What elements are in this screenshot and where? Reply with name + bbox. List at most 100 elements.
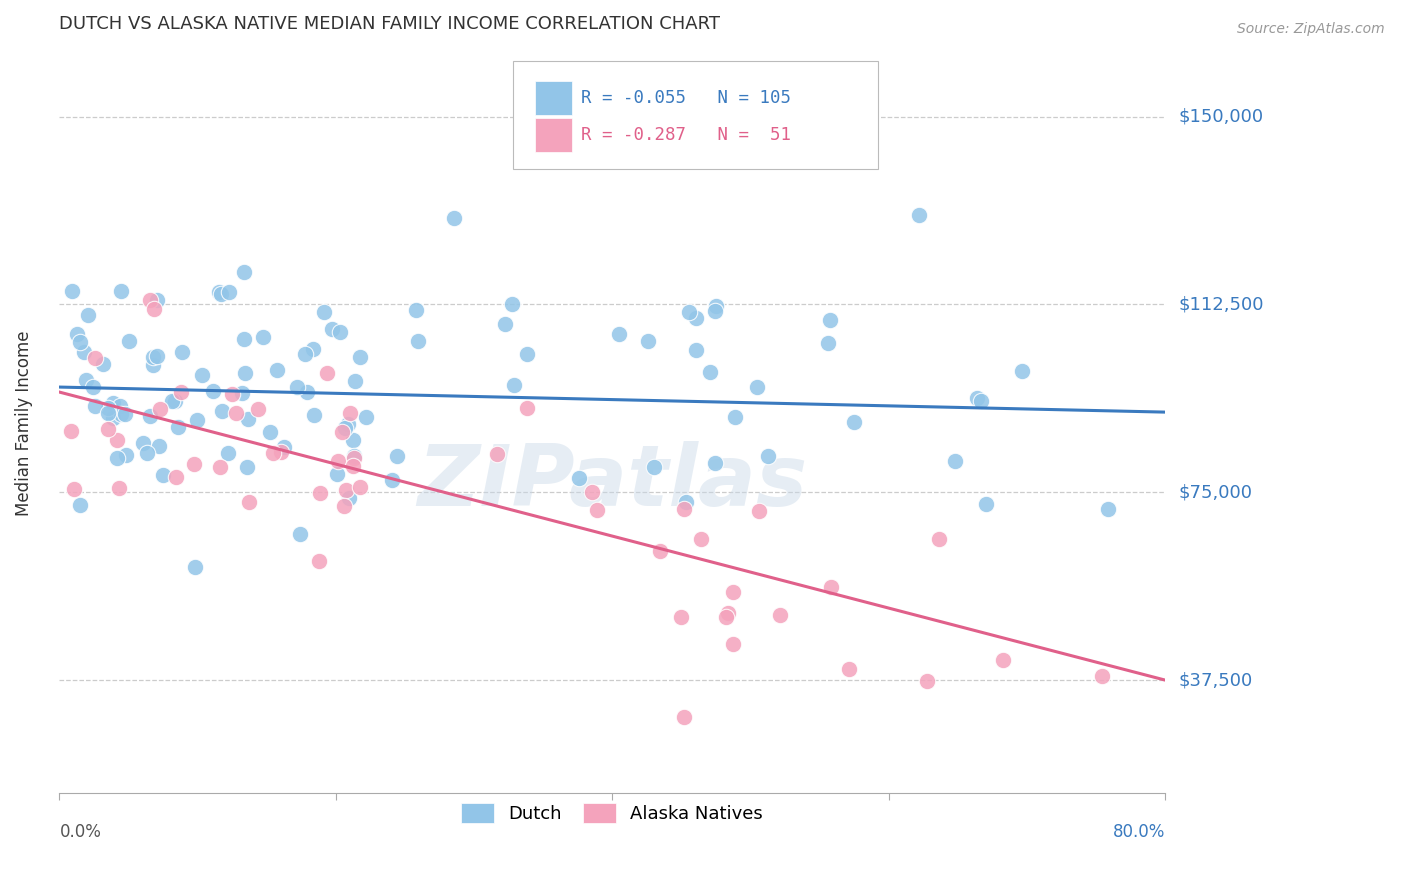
Point <box>233 332 256 346</box>
Point <box>101 411 124 425</box>
Point <box>838 663 860 677</box>
Point <box>217 446 239 460</box>
Point <box>908 208 931 222</box>
Point <box>928 533 950 547</box>
Point <box>294 346 316 360</box>
Point <box>406 334 429 349</box>
Point <box>149 402 172 417</box>
Point <box>105 433 128 447</box>
Point <box>110 407 132 421</box>
Point <box>308 554 330 568</box>
Point <box>516 347 538 361</box>
Point <box>84 351 107 365</box>
Point <box>748 504 770 518</box>
Point <box>349 480 371 494</box>
Point <box>716 610 738 624</box>
Point <box>349 350 371 364</box>
Point <box>339 406 361 420</box>
Point <box>335 421 357 435</box>
Point <box>486 447 509 461</box>
Point <box>110 284 132 298</box>
Text: $150,000: $150,000 <box>1180 108 1264 126</box>
Point <box>266 363 288 377</box>
Point <box>259 425 281 439</box>
Point <box>915 673 938 688</box>
Point <box>721 584 744 599</box>
Point <box>675 495 697 509</box>
Point <box>820 580 842 594</box>
Point <box>209 286 232 301</box>
Y-axis label: Median Family Income: Median Family Income <box>15 331 32 516</box>
Point <box>162 393 184 408</box>
Point <box>82 380 104 394</box>
Point <box>262 446 284 460</box>
Point <box>247 402 270 417</box>
Point <box>97 421 120 435</box>
Point <box>139 409 162 424</box>
Point <box>170 345 193 359</box>
Point <box>142 351 165 365</box>
Point <box>312 305 335 319</box>
Point <box>288 527 311 541</box>
Point <box>699 365 721 379</box>
Text: $75,000: $75,000 <box>1180 483 1253 501</box>
Point <box>221 387 243 401</box>
Text: DUTCH VS ALASKA NATIVE MEDIAN FAMILY INCOME CORRELATION CHART: DUTCH VS ALASKA NATIVE MEDIAN FAMILY INC… <box>59 15 720 33</box>
Point <box>236 459 259 474</box>
Point <box>110 400 132 414</box>
Point <box>643 460 665 475</box>
Point <box>273 441 295 455</box>
Point <box>443 211 465 225</box>
Point <box>405 302 427 317</box>
Point <box>69 334 91 349</box>
Point <box>75 374 97 388</box>
Point <box>105 450 128 465</box>
Point <box>581 485 603 500</box>
Point <box>672 501 695 516</box>
Point <box>145 293 167 307</box>
Point <box>252 330 274 344</box>
Point <box>769 608 792 623</box>
Point <box>568 471 591 485</box>
Point <box>648 544 671 558</box>
Point <box>302 408 325 422</box>
Point <box>136 446 159 460</box>
Text: R = -0.055   N = 105: R = -0.055 N = 105 <box>581 88 792 106</box>
Point <box>65 326 87 341</box>
Point <box>335 483 357 498</box>
Point <box>716 606 738 620</box>
Point <box>342 433 364 447</box>
Point <box>108 481 131 495</box>
FancyBboxPatch shape <box>534 80 572 114</box>
Text: 0.0%: 0.0% <box>59 823 101 841</box>
Point <box>72 345 94 359</box>
Text: ZIPatlas: ZIPatlas <box>418 441 807 524</box>
Point <box>91 357 114 371</box>
Point <box>238 494 260 508</box>
Point <box>337 491 360 506</box>
Point <box>148 438 170 452</box>
Point <box>77 308 100 322</box>
Point <box>704 303 727 318</box>
Point <box>69 498 91 512</box>
Point <box>516 401 538 415</box>
Point <box>817 335 839 350</box>
Point <box>974 497 997 511</box>
Point <box>818 312 841 326</box>
Point <box>678 305 700 319</box>
Point <box>494 317 516 331</box>
Point <box>325 467 347 481</box>
Point <box>316 367 339 381</box>
Point <box>202 384 225 398</box>
Point <box>342 459 364 474</box>
Point <box>637 334 659 348</box>
Point <box>166 420 188 434</box>
Point <box>609 326 631 341</box>
Point <box>142 302 165 317</box>
Point <box>183 457 205 471</box>
Point <box>387 449 409 463</box>
Point <box>114 407 136 421</box>
Point <box>231 385 253 400</box>
Point <box>165 394 187 409</box>
Point <box>114 448 136 462</box>
